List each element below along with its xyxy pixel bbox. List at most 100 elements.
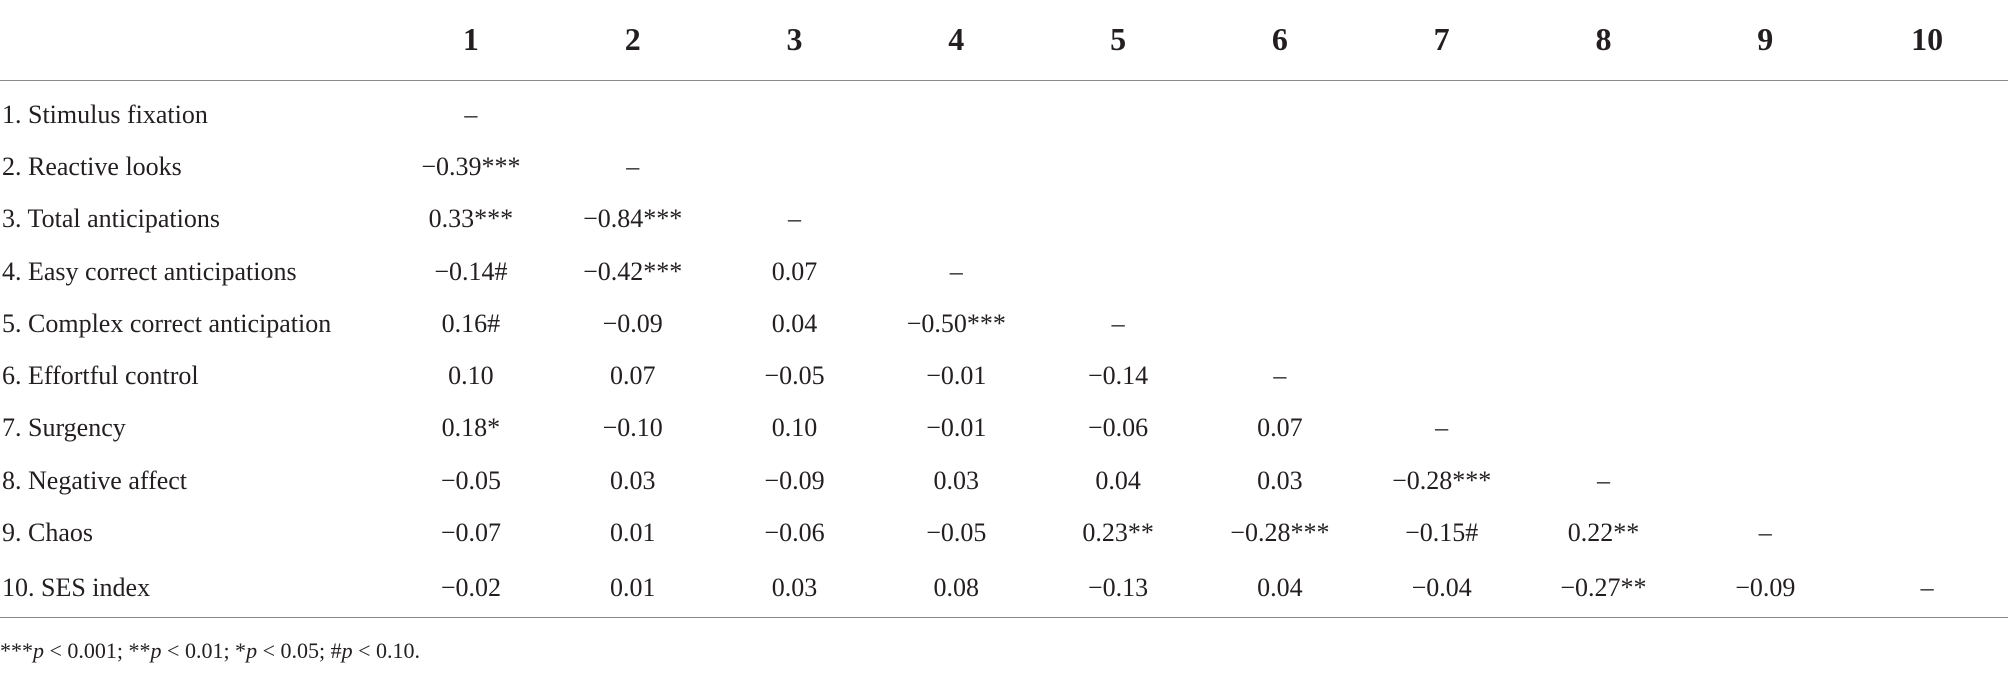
header-row: 1 2 3 4 5 6 7 8 9 10 — [0, 0, 2008, 81]
correlation-cell: – — [1435, 413, 1449, 443]
correlation-cell: – — [949, 256, 963, 286]
correlation-cell: −0.07 — [440, 518, 501, 548]
correlation-cell — [1037, 141, 1199, 193]
correlation-cell: – — [1273, 361, 1287, 391]
table-row: 8. Negative affect −0.05 0.03 −0.09 0.03 0.04… — [0, 455, 2008, 507]
correlation-cell — [1361, 193, 1523, 245]
correlation-cell: −0.05 — [440, 465, 501, 495]
header-corner — [0, 0, 390, 81]
correlation-cell: −0.14 — [1088, 361, 1149, 391]
correlation-cell — [1684, 350, 1846, 402]
correlation-cell: 0.03 — [609, 465, 656, 495]
table-row: 9. Chaos −0.07 0.01 −0.06 −0.05 0.23** −0.28**… — [0, 507, 2008, 559]
correlation-cell: 0.33*** — [428, 204, 514, 234]
correlation-cell: – — [1111, 308, 1125, 338]
correlation-cell — [1361, 350, 1523, 402]
correlation-cell: 0.10 — [448, 361, 494, 391]
correlation-cell: −0.06 — [764, 518, 825, 548]
correlation-cell — [875, 141, 1037, 193]
correlation-cell: −0.14# — [434, 256, 508, 286]
footnote-p-symbol: p — [341, 638, 353, 663]
correlation-cell: 0.08 — [875, 559, 1038, 619]
correlation-cell — [1361, 245, 1523, 297]
correlation-cell — [1684, 193, 1846, 245]
footnote-text: < 0.05; # — [257, 638, 342, 663]
row-label: 9. Chaos — [2, 518, 93, 548]
correlation-cell — [1846, 455, 2008, 507]
correlation-cell: – — [1846, 559, 2008, 619]
correlation-cell: −0.01 — [926, 361, 987, 391]
correlation-cell — [1199, 193, 1361, 245]
correlation-cell: – — [1596, 465, 1610, 495]
correlation-cell — [1037, 193, 1199, 245]
correlation-cell — [1199, 80, 1361, 141]
row-label: 3. Total anticipations — [2, 204, 220, 234]
correlation-cell — [875, 193, 1037, 245]
correlation-cell — [875, 80, 1037, 141]
footnote-p-symbol: p — [246, 638, 258, 663]
correlation-cell — [1199, 141, 1361, 193]
table-row: 4. Easy correct anticipations −0.14# −0.42… — [0, 245, 2008, 297]
footnote-p-symbol: p — [150, 638, 162, 663]
footnote-text: < 0.10. — [352, 638, 421, 663]
row-label: 8. Negative affect — [2, 465, 188, 495]
correlation-cell: 0.23** — [1082, 518, 1154, 548]
correlation-cell: 0.04 — [1198, 559, 1361, 619]
correlation-cell — [1361, 298, 1523, 350]
table-header: 1 2 3 4 5 6 7 8 9 10 — [0, 0, 2008, 81]
correlation-cell — [1846, 245, 2008, 297]
row-label: 6. Effortful control — [2, 361, 199, 391]
row-label: 2. Reactive looks — [2, 151, 182, 181]
row-label: 10. SES index — [0, 559, 390, 619]
correlation-cell: 0.01 — [609, 518, 656, 548]
correlation-cell — [1684, 298, 1846, 350]
correlation-cell: −0.04 — [1360, 559, 1523, 619]
correlation-cell — [1199, 298, 1361, 350]
correlation-cell: −0.84*** — [583, 204, 683, 234]
table-row: 5. Complex correct anticipation 0.16# −0.0… — [0, 298, 2008, 350]
column-header: 7 — [1360, 0, 1523, 81]
table-row: 7. Surgency 0.18* −0.10 0.10 −0.01 −0.06 0.07 – — [0, 402, 2008, 454]
row-label: 1. Stimulus fixation — [2, 99, 208, 129]
correlation-cell — [1523, 350, 1685, 402]
correlation-cell — [1684, 80, 1846, 141]
correlation-cell: −0.15# — [1405, 518, 1479, 548]
correlation-cell: 0.03 — [1257, 465, 1303, 495]
correlation-cell — [1846, 141, 2008, 193]
correlation-cell: −0.09 — [1684, 559, 1847, 619]
correlation-cell: −0.28*** — [1392, 465, 1492, 495]
row-label: 7. Surgency — [2, 413, 126, 443]
correlation-cell — [1684, 141, 1846, 193]
table-row: 6. Effortful control 0.10 0.07 −0.05 −0.01 −0… — [0, 350, 2008, 402]
correlation-cell: – — [787, 204, 801, 234]
correlation-cell: 0.01 — [551, 559, 714, 619]
footnote-text: < 0.001; ** — [44, 638, 151, 663]
correlation-cell: −0.50*** — [906, 308, 1006, 338]
table-row: 10. SES index −0.02 0.01 0.03 0.08 −0.13 0.04−… — [0, 559, 2008, 619]
correlation-cell — [1846, 80, 2008, 141]
table-body: 1. Stimulus fixation – 2. Reactive looks −0… — [0, 80, 2008, 619]
correlation-cell: −0.09 — [602, 308, 663, 338]
correlation-cell: −0.01 — [926, 413, 987, 443]
correlation-cell — [1684, 245, 1846, 297]
correlation-cell: 0.04 — [771, 308, 818, 338]
correlation-cell: −0.09 — [764, 465, 825, 495]
correlation-cell — [1846, 402, 2008, 454]
correlation-cell: 0.22** — [1567, 518, 1640, 548]
table-row: 2. Reactive looks −0.39*** – — [0, 141, 2008, 193]
correlation-cell — [1523, 193, 1685, 245]
correlation-cell — [1037, 80, 1199, 141]
correlation-cell: 0.10 — [771, 413, 818, 443]
correlation-cell — [714, 80, 876, 141]
correlation-cell: −0.27** — [1522, 559, 1685, 619]
correlation-cell: −0.06 — [1088, 413, 1149, 443]
correlation-cell — [1846, 350, 2008, 402]
correlation-cell: 0.07 — [771, 256, 818, 286]
correlation-cell: – — [464, 99, 478, 129]
column-header: 4 — [875, 0, 1038, 81]
correlation-cell — [714, 141, 876, 193]
correlation-cell: 0.04 — [1095, 465, 1141, 495]
correlation-cell — [1523, 298, 1685, 350]
column-header: 2 — [551, 0, 714, 81]
